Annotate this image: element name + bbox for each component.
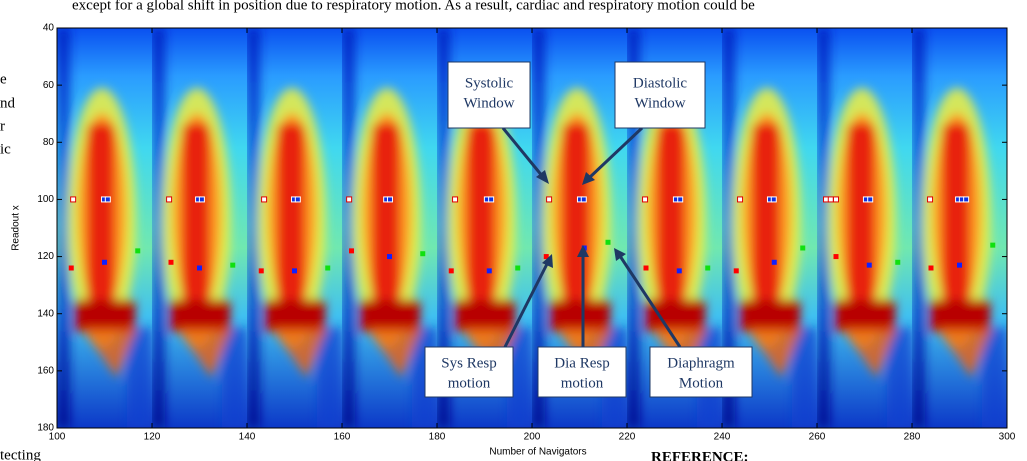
marker	[677, 268, 682, 273]
annotation-text: motion	[448, 375, 491, 391]
plot	[57, 28, 1007, 428]
marker	[105, 197, 110, 202]
marker	[420, 251, 425, 256]
marker	[487, 268, 492, 273]
marker	[734, 268, 739, 273]
x-tick-label: 140	[239, 432, 256, 443]
marker	[547, 197, 552, 202]
marker	[230, 263, 235, 268]
marker	[834, 254, 839, 259]
marker	[678, 197, 683, 202]
marker	[197, 266, 202, 271]
marker	[489, 197, 494, 202]
y-tick-label: 160	[37, 365, 54, 376]
marker	[895, 260, 900, 265]
x-tick-label: 200	[524, 432, 541, 443]
annotation-text: Window	[634, 95, 685, 111]
annotation-text: Motion	[679, 375, 724, 391]
marker	[928, 197, 933, 202]
marker	[800, 246, 805, 251]
y-axis-label: Readout x	[11, 205, 22, 251]
marker	[102, 260, 107, 265]
marker	[868, 197, 873, 202]
marker	[964, 197, 969, 202]
marker	[347, 197, 352, 202]
marker	[772, 260, 777, 265]
x-tick-label: 260	[809, 432, 826, 443]
marker	[199, 197, 204, 202]
marker	[643, 197, 648, 202]
x-axis-label: Number of Navigators	[489, 447, 586, 458]
left-fragment: e	[0, 71, 7, 87]
annotation-text: Window	[463, 95, 514, 111]
marker	[387, 197, 392, 202]
x-tick-label: 300	[999, 432, 1016, 443]
marker	[387, 254, 392, 259]
x-tick-label: 160	[334, 432, 351, 443]
annotation-text: Sys Resp	[441, 355, 496, 371]
y-tick-label: 140	[37, 308, 54, 319]
marker	[259, 268, 264, 273]
x-tick-label: 180	[429, 432, 446, 443]
y-tick-label: 60	[43, 80, 55, 91]
marker	[771, 197, 776, 202]
marker	[167, 197, 172, 202]
marker	[606, 240, 611, 245]
marker	[349, 248, 354, 253]
annotation-text: motion	[561, 375, 604, 391]
y-tick-label: 120	[37, 251, 54, 262]
marker	[325, 266, 330, 271]
annotation-text: Diaphragm	[667, 355, 735, 371]
marker	[705, 266, 710, 271]
marker	[581, 197, 586, 202]
bottom-heading: REFERENCE:	[651, 449, 749, 461]
marker	[69, 266, 74, 271]
y-tick-label: 180	[37, 423, 54, 434]
marker	[834, 197, 839, 202]
annotation-text: Systolic	[465, 75, 514, 91]
heatmap	[57, 28, 1007, 428]
x-tick-label: 220	[619, 432, 636, 443]
marker	[449, 268, 454, 273]
top-text: except for a global shift in position du…	[72, 0, 755, 13]
marker	[262, 197, 267, 202]
figure: except for a global shift in position du…	[0, 0, 1027, 461]
left-fragment: r	[0, 118, 5, 134]
y-tick-label: 80	[43, 137, 55, 148]
marker	[644, 266, 649, 271]
marker	[738, 197, 743, 202]
marker	[169, 260, 174, 265]
x-tick-label: 120	[144, 432, 161, 443]
marker	[929, 266, 934, 271]
marker	[292, 268, 297, 273]
x-tick-label: 240	[714, 432, 731, 443]
marker	[828, 197, 833, 202]
marker	[957, 263, 962, 268]
marker	[867, 263, 872, 268]
marker	[515, 266, 520, 271]
marker	[453, 197, 458, 202]
marker	[135, 248, 140, 253]
y-tick-label: 40	[43, 23, 55, 34]
marker	[990, 243, 995, 248]
bottom-left-text: tecting	[0, 447, 41, 461]
marker	[71, 197, 76, 202]
left-fragment: ic	[0, 141, 11, 157]
annotation-text: Diastolic	[633, 75, 687, 91]
marker	[295, 197, 300, 202]
annotation-text: Dia Resp	[554, 355, 609, 371]
x-tick-label: 280	[904, 432, 921, 443]
y-tick-label: 100	[37, 194, 54, 205]
left-fragment: nd	[0, 95, 16, 111]
